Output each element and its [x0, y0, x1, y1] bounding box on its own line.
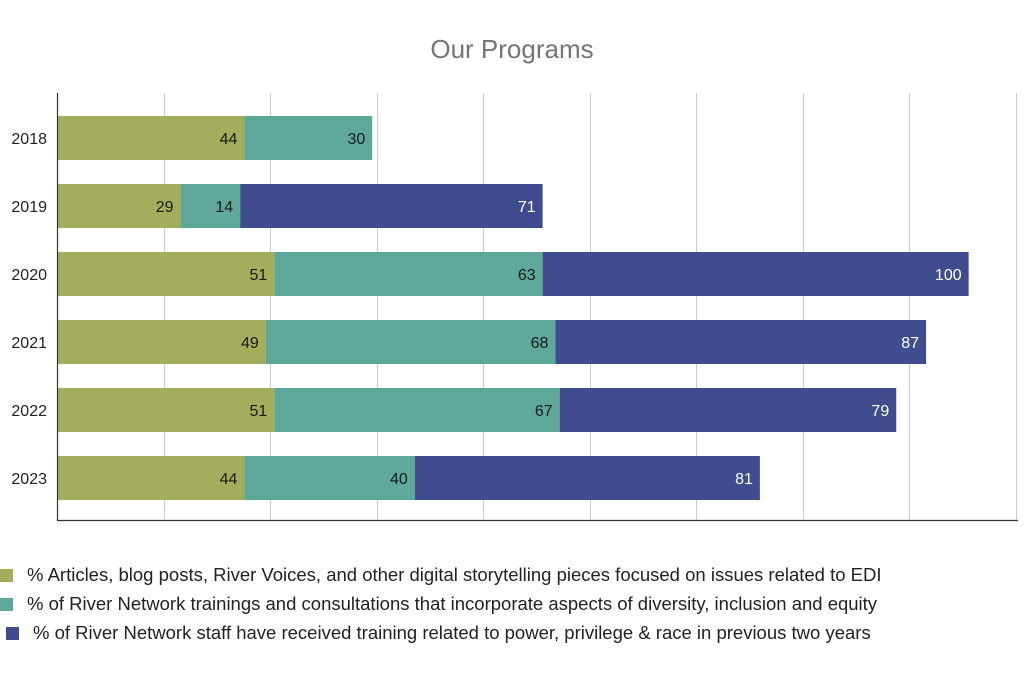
- legend-swatch-staff: [6, 627, 19, 640]
- gridlines: [164, 93, 1017, 520]
- bar-segment: [57, 388, 275, 432]
- bar-segment: [180, 184, 241, 228]
- category-label: 2023: [11, 471, 47, 488]
- data-label: 44: [220, 471, 238, 488]
- bar-segment: [414, 456, 760, 500]
- bar-segment: [57, 320, 266, 364]
- category-label: 2020: [11, 267, 47, 284]
- legend-item-trainings: % of River Network trainings and consult…: [0, 593, 877, 617]
- data-labels: 44 30 29 14 71 51 63 100 49 68 87 51 67 79 44 40 81: [156, 131, 962, 488]
- category-label: 2022: [11, 403, 47, 420]
- bars: [57, 116, 969, 500]
- bar-segment: [542, 252, 969, 296]
- bar-segment: [274, 388, 560, 432]
- data-label: 67: [535, 403, 553, 420]
- data-label: 44: [220, 131, 238, 148]
- category-labels: 2018 2019 2020 2021 2022 2023: [11, 131, 47, 488]
- axes: [56, 93, 1018, 522]
- legend-label-staff: % of River Network staff have received t…: [33, 622, 871, 643]
- data-label: 51: [249, 267, 267, 284]
- bar-segment: [240, 184, 543, 228]
- data-label: 14: [215, 199, 233, 216]
- data-label: 87: [901, 335, 919, 352]
- data-label: 100: [935, 267, 962, 284]
- bar-segment: [57, 116, 245, 160]
- bar-segment: [555, 320, 927, 364]
- data-label: 71: [518, 199, 536, 216]
- category-label: 2021: [11, 335, 47, 352]
- legend-label-articles: % Articles, blog posts, River Voices, an…: [27, 564, 882, 585]
- bar-segment: [559, 388, 897, 432]
- legend-swatch-articles: [0, 569, 13, 582]
- bar-segment: [57, 252, 275, 296]
- bar-segment: [57, 184, 181, 228]
- data-label: 30: [347, 131, 365, 148]
- category-label: 2018: [11, 131, 47, 148]
- legend-item-staff: % of River Network staff have received t…: [6, 622, 871, 646]
- chart-title: Our Programs: [430, 34, 594, 64]
- data-label: 29: [156, 199, 174, 216]
- data-label: 49: [241, 335, 259, 352]
- bar-segment: [57, 456, 245, 500]
- data-label: 51: [249, 403, 267, 420]
- data-label: 81: [735, 471, 753, 488]
- legend-swatch-trainings: [0, 598, 13, 611]
- data-label: 40: [390, 471, 408, 488]
- legend-label-trainings: % of River Network trainings and consult…: [27, 593, 878, 614]
- data-label: 68: [531, 335, 549, 352]
- data-label: 63: [518, 267, 536, 284]
- legend-item-articles: % Articles, blog posts, River Voices, an…: [0, 564, 882, 588]
- category-label: 2019: [11, 199, 47, 216]
- bar-segment: [265, 320, 556, 364]
- data-label: 79: [871, 403, 889, 420]
- bar-segment: [274, 252, 543, 296]
- bar-segment: [244, 456, 415, 500]
- bar-segment: [244, 116, 373, 160]
